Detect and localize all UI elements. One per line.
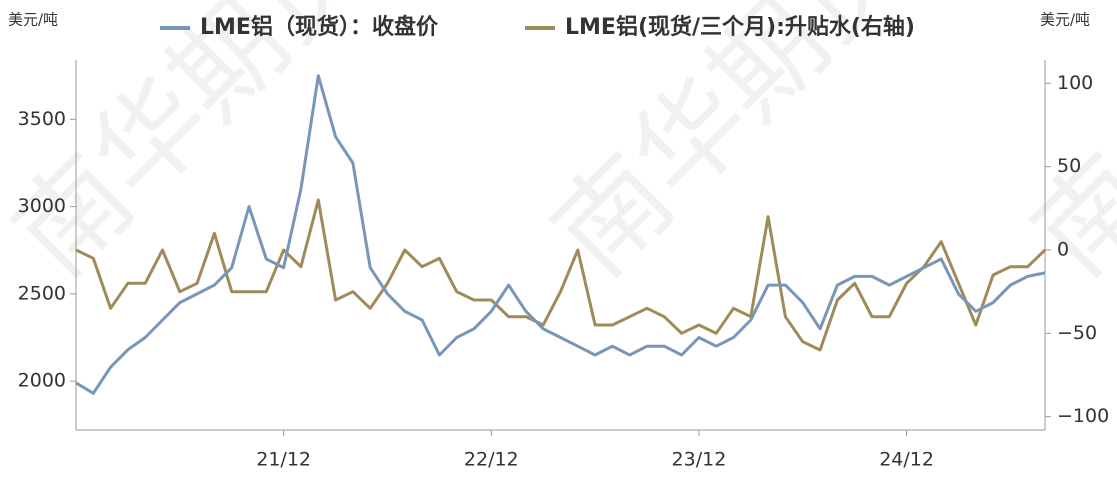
- y-tick-label: 3000: [18, 195, 66, 217]
- y-tick-label: 2000: [18, 370, 66, 392]
- y2-tick-label: 100: [1057, 72, 1093, 94]
- y2-tick-label: 0: [1057, 239, 1069, 261]
- watermark: 南华期货: [0, 0, 391, 300]
- y-tick-label: 3500: [18, 108, 66, 130]
- x-tick-label: 24/12: [879, 449, 934, 471]
- y2-tick-label: −50: [1057, 322, 1097, 344]
- left-unit: 美元/吨: [8, 11, 58, 29]
- x-tick-label: 22/12: [464, 449, 519, 471]
- watermark: 南华期货: [529, 0, 931, 300]
- series-line: [75, 74, 1046, 395]
- legend-label: LME铝(现货/三个月):升贴水(右轴): [565, 14, 915, 40]
- legend-label: LME铝（现货）：收盘价: [200, 14, 439, 40]
- series-line: [75, 198, 1047, 352]
- right-unit: 美元/吨: [1040, 11, 1090, 29]
- y-tick-label: 2500: [18, 282, 66, 304]
- y2-tick-label: −100: [1057, 405, 1109, 427]
- x-tick-label: 21/12: [256, 449, 311, 471]
- y2-tick-label: 50: [1057, 155, 1081, 177]
- x-tick-label: 23/12: [672, 449, 727, 471]
